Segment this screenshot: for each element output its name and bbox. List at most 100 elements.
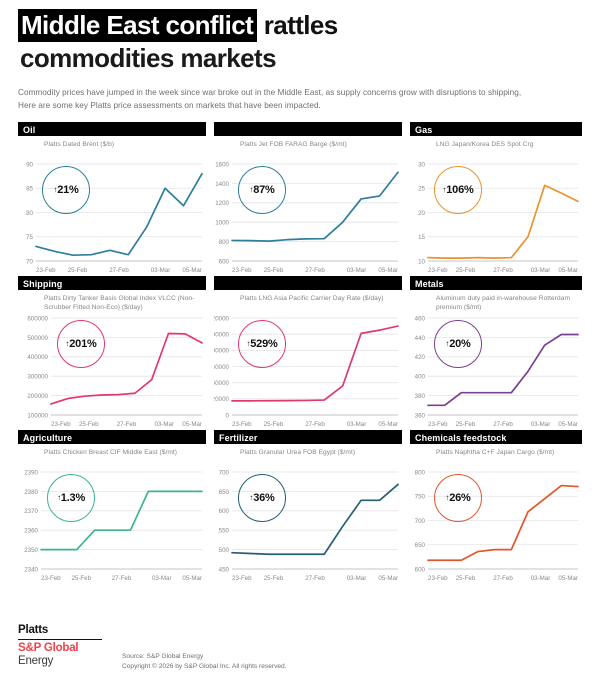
page-title: Middle East conflict rattles commodities… — [18, 9, 590, 73]
svg-text:400000: 400000 — [27, 354, 48, 361]
svg-text:03-Mar: 03-Mar — [154, 421, 174, 428]
chart-oil: 70 75 80 85 90 23-Feb 25-Feb 27-Feb 03-Mar 05-Mar… — [18, 158, 206, 276]
chart-agriculture: 2340 2350 2360 2370 2380 2390 23-Feb 25-Feb 27-F… — [18, 466, 206, 584]
panel-lngcarrier: Platts LNG Asia Pacific Carrier Day Rate… — [214, 276, 410, 430]
svg-text:27-Feb: 27-Feb — [305, 575, 325, 582]
up-arrow-icon: ↑ — [249, 492, 254, 502]
svg-text:03-Mar: 03-Mar — [347, 575, 367, 582]
svg-text:03-Mar: 03-Mar — [531, 267, 551, 274]
svg-text:25: 25 — [418, 186, 425, 193]
svg-text:23-Feb: 23-Feb — [428, 421, 448, 428]
platts-wordmark: Platts — [18, 624, 49, 636]
svg-text:90: 90 — [26, 161, 33, 168]
svg-text:03-Mar: 03-Mar — [531, 421, 551, 428]
svg-text:05-Mar: 05-Mar — [182, 267, 202, 274]
svg-text:300000: 300000 — [27, 374, 48, 381]
svg-text:80000: 80000 — [214, 348, 230, 355]
headline-highlight: Middle East conflict — [18, 9, 258, 42]
percent-change-badge-agriculture: ↑ 1.3% — [47, 474, 95, 522]
svg-text:05-Mar: 05-Mar — [558, 421, 578, 428]
up-arrow-icon: ↑ — [249, 184, 254, 194]
svg-text:23-Feb: 23-Feb — [41, 575, 61, 582]
percent-change-label: 26% — [449, 492, 471, 504]
intro-paragraph: Commodity prices have jumped in the week… — [18, 88, 522, 110]
section-header-shipping: Shipping — [18, 276, 206, 290]
svg-text:25-Feb: 25-Feb — [264, 267, 284, 274]
svg-text:05-Mar: 05-Mar — [558, 575, 578, 582]
svg-text:100000: 100000 — [27, 412, 48, 419]
svg-text:15: 15 — [418, 234, 425, 241]
svg-text:30: 30 — [418, 161, 425, 168]
svg-text:2340: 2340 — [24, 566, 38, 573]
svg-text:27-Feb: 27-Feb — [493, 267, 513, 274]
svg-text:1400: 1400 — [215, 181, 229, 188]
percent-change-label: 87% — [253, 184, 275, 196]
svg-text:1200: 1200 — [215, 200, 229, 207]
percent-change-label: 36% — [253, 492, 275, 504]
section-header-metals: Metals — [410, 276, 582, 290]
svg-text:20: 20 — [418, 210, 425, 217]
svg-text:550: 550 — [219, 528, 230, 535]
svg-text:05-Mar: 05-Mar — [182, 575, 202, 582]
panel-fertilizer: Fertilizer Platts Granular Urea FOB Egyp… — [214, 430, 410, 584]
source-line: Source: S&P Global Energy — [122, 653, 204, 660]
svg-text:25-Feb: 25-Feb — [456, 575, 476, 582]
chart-subtitle-agriculture: Platts Chicken Breast CIF Middle East ($… — [44, 449, 178, 456]
copyright-line: Copyright © 2026 by S&P Global Inc. All … — [122, 662, 287, 670]
svg-text:23-Feb: 23-Feb — [232, 267, 252, 274]
svg-text:27-Feb: 27-Feb — [305, 267, 325, 274]
chart-gas: 10 15 20 25 30 23-Feb 25-Feb 27-Feb 03-Mar 05-Mar… — [410, 158, 582, 276]
svg-text:120000: 120000 — [214, 315, 230, 322]
svg-text:40000: 40000 — [214, 380, 230, 387]
percent-change-label: 201% — [69, 338, 97, 350]
svg-text:800: 800 — [415, 469, 426, 476]
logo-divider — [18, 639, 102, 640]
up-arrow-icon: ↑ — [53, 184, 58, 194]
chart-subtitle-metals: Aluminum duty paid in-warehouse Rotterda… — [436, 295, 570, 311]
panel-metals: Metals Aluminum duty paid in-warehouse R… — [410, 276, 590, 430]
svg-text:25-Feb: 25-Feb — [68, 267, 88, 274]
panel-jet: Platts Jet FOB FARAG Barge ($/mt) 600 800… — [214, 122, 410, 276]
source-block: Source: S&P Global Energy Copyright © 20… — [122, 652, 287, 671]
chart-fertilizer: 450 500 550 600 650 700 23-Feb 25-Feb 27-Feb 03-M… — [214, 466, 402, 584]
section-header-chemicals: Chemicals feedstock — [410, 430, 582, 444]
percent-change-badge-oil: ↑ 21% — [42, 166, 90, 214]
section-header-fertilizer: Fertilizer — [214, 430, 402, 444]
svg-text:27-Feb: 27-Feb — [109, 267, 129, 274]
svg-text:2360: 2360 — [24, 528, 38, 535]
chart-chemicals: 600 650 700 750 800 23-Feb 25-Feb 27-Feb 03-Mar 0… — [410, 466, 582, 584]
percent-change-label: 1.3% — [60, 492, 86, 504]
svg-text:400: 400 — [415, 374, 426, 381]
svg-text:450: 450 — [219, 566, 230, 573]
svg-text:800: 800 — [219, 239, 230, 246]
svg-text:05-Mar: 05-Mar — [182, 421, 202, 428]
up-arrow-icon: ↑ — [445, 492, 450, 502]
svg-text:460: 460 — [415, 315, 426, 322]
percent-change-label: 106% — [446, 184, 474, 196]
svg-text:27-Feb: 27-Feb — [493, 575, 513, 582]
percent-change-badge-jet: ↑ 87% — [238, 166, 286, 214]
svg-text:03-Mar: 03-Mar — [531, 575, 551, 582]
svg-text:25-Feb: 25-Feb — [264, 421, 284, 428]
section-header-gas: Gas — [410, 122, 582, 136]
svg-text:23-Feb: 23-Feb — [428, 267, 448, 274]
svg-text:05-Mar: 05-Mar — [558, 267, 578, 274]
chart-jet: 600 800 1000 1200 1400 1600 23-Feb 25-Feb 27-Feb… — [214, 158, 402, 276]
svg-text:75: 75 — [26, 234, 33, 241]
percent-change-badge-shipping: ↑ 201% — [57, 320, 105, 368]
svg-text:60000: 60000 — [214, 364, 230, 371]
percent-change-label: 20% — [449, 338, 471, 350]
svg-text:23-Feb: 23-Feb — [232, 575, 252, 582]
svg-text:20000: 20000 — [214, 396, 230, 403]
svg-text:05-Mar: 05-Mar — [378, 267, 398, 274]
chart-subtitle-fertilizer: Platts Granular Urea FOB Egypt ($/mt) — [240, 449, 356, 456]
section-header-agriculture: Agriculture — [18, 430, 206, 444]
svg-text:25-Feb: 25-Feb — [79, 421, 99, 428]
svg-text:23-Feb: 23-Feb — [232, 421, 252, 428]
svg-text:600: 600 — [219, 258, 230, 265]
energy-wordmark: Energy — [18, 655, 54, 667]
svg-text:200000: 200000 — [27, 393, 48, 400]
svg-text:600: 600 — [219, 508, 230, 515]
svg-text:27-Feb: 27-Feb — [305, 421, 325, 428]
svg-text:440: 440 — [415, 335, 426, 342]
